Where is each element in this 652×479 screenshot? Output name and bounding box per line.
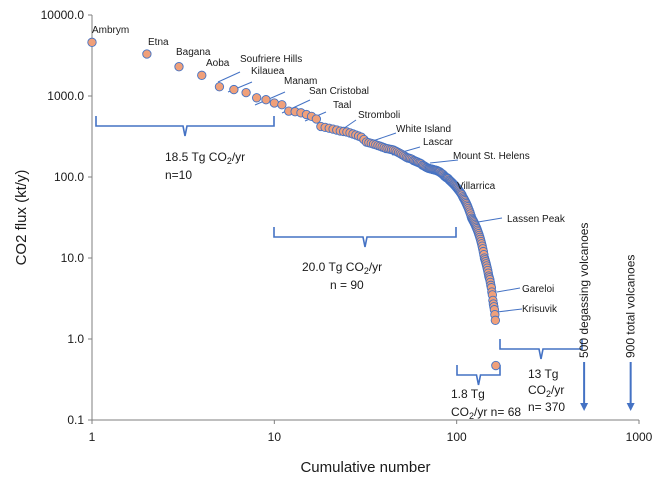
data-point (261, 95, 271, 105)
bracket-label-next-90: 20.0 Tg CO2/yr (302, 260, 382, 276)
volcano-label: White Island (396, 124, 451, 135)
data-point (229, 84, 239, 95)
bracket-label-remaining-370: 13 Tg (528, 367, 558, 381)
data-point (491, 360, 501, 371)
y-tick-label: 1000.0 (47, 89, 84, 103)
bracket-next-90 (273, 227, 457, 248)
leader-line (496, 287, 521, 293)
volcano-label: Manam (284, 76, 317, 87)
volcano-label: Aoba (206, 58, 230, 69)
leader-line (429, 159, 459, 164)
data-point (87, 37, 97, 47)
data-point (214, 82, 225, 92)
axes: 0.1 1.0 10.0 100.0 1000.0 10000.0 1 10 100 1000 Cu… (13, 8, 652, 476)
data-point (252, 93, 262, 103)
data-point (197, 70, 207, 80)
leader-line (217, 71, 241, 83)
x-tick-label: 100 (447, 430, 467, 444)
y-tick-label: 10.0 (61, 251, 85, 265)
volcano-label: Krisuvik (522, 304, 558, 315)
volcano-label: Lassen Peak (507, 214, 566, 225)
y-tick-label: 10000.0 (41, 8, 85, 22)
data-point (311, 114, 322, 124)
bracket-remaining-370 (499, 339, 583, 360)
volcano-label: Taal (333, 100, 351, 111)
data-point (490, 315, 501, 325)
brackets (95, 116, 583, 386)
bracket-next-68 (456, 365, 501, 386)
bracket-top-10 (95, 116, 275, 137)
volcano-label: Bagana (176, 47, 211, 58)
volcano-label: San Cristobal (309, 86, 369, 97)
y-axis-title: CO2 flux (kt/y) (13, 170, 30, 266)
bracket-label-top-10: 18.5 Tg CO2/yr (165, 150, 245, 166)
vertical-annotation: 900 total volcanoes (624, 255, 638, 358)
x-tick-label: 1000 (626, 430, 652, 444)
leader-lines (217, 71, 523, 313)
bracket-label-next-68: 1.8 Tg (451, 387, 485, 401)
volcano-label: Mount St. Helens (453, 151, 530, 162)
volcano-label: Etna (148, 37, 169, 48)
bracket-count-top-10: n=10 (165, 168, 192, 182)
volcano-label: Villarrica (457, 181, 496, 192)
annotation-arrow-head (626, 403, 635, 411)
bracket-flux-next-68: CO2/yr n= 68 (451, 405, 521, 421)
data-point (174, 62, 184, 72)
y-tick-label: 1.0 (67, 332, 84, 346)
vertical-annotation: 500 degassing volcanoes (577, 223, 591, 358)
volcano-label: Kilauea (251, 66, 285, 77)
x-axis-title: Cumulative number (300, 459, 430, 476)
volcano-label: Lascar (423, 137, 454, 148)
data-point (277, 100, 287, 110)
volcano-label: Gareloi (522, 284, 554, 295)
annotation-arrow-head (580, 403, 589, 411)
volcano-label: Ambrym (92, 25, 129, 36)
data-points (87, 37, 501, 371)
bracket-count-remaining-370: n= 370 (528, 400, 565, 414)
y-tick-label: 0.1 (67, 413, 84, 427)
data-point (241, 87, 251, 98)
x-tick-label: 1 (89, 430, 96, 444)
bracket-flux-remaining-370: CO2/yr (528, 383, 564, 399)
bracket-count-next-90: n = 90 (330, 278, 364, 292)
volcano-label: Stromboli (358, 110, 400, 121)
volcano-label: Soufriere Hills (240, 54, 302, 65)
leader-line (477, 217, 503, 223)
data-point (269, 98, 279, 108)
x-tick-label: 10 (268, 430, 282, 444)
data-point (142, 49, 152, 59)
annotations: 18.5 Tg CO2/yr n=10 20.0 Tg CO2/yr n = 90 1.… (165, 150, 638, 421)
y-tick-label: 100.0 (54, 170, 84, 184)
leader-line (496, 308, 523, 313)
